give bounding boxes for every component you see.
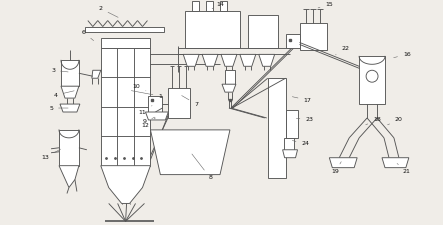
Text: 24: 24	[292, 140, 310, 146]
Text: 20: 20	[388, 117, 403, 125]
Bar	[59, 130, 79, 166]
Text: 22: 22	[336, 46, 349, 55]
Polygon shape	[183, 54, 199, 66]
Text: 12: 12	[141, 118, 155, 128]
Text: 4: 4	[54, 91, 74, 98]
Polygon shape	[221, 54, 237, 66]
Text: 18: 18	[365, 117, 381, 125]
Polygon shape	[61, 86, 79, 98]
Bar	[225, 70, 235, 84]
Polygon shape	[329, 158, 357, 168]
Polygon shape	[222, 84, 236, 92]
Bar	[206, 1, 213, 11]
Polygon shape	[259, 54, 275, 66]
Polygon shape	[240, 54, 256, 66]
Text: 16: 16	[394, 52, 411, 58]
Text: 10: 10	[132, 84, 146, 91]
Polygon shape	[59, 166, 79, 187]
Bar	[286, 34, 299, 48]
Polygon shape	[151, 130, 230, 175]
Text: 2: 2	[99, 6, 118, 17]
Polygon shape	[60, 104, 80, 112]
Bar	[268, 78, 286, 178]
Bar	[168, 88, 190, 118]
Text: 6: 6	[82, 30, 93, 41]
Bar	[185, 11, 240, 48]
Polygon shape	[145, 112, 168, 120]
Bar	[101, 48, 151, 166]
Text: 7: 7	[182, 96, 198, 107]
Text: 17: 17	[292, 97, 311, 103]
Text: 3: 3	[51, 68, 68, 73]
Bar	[286, 110, 298, 138]
Polygon shape	[101, 166, 151, 203]
Bar	[248, 15, 278, 48]
Text: 19: 19	[331, 162, 341, 174]
Text: 5: 5	[49, 106, 68, 110]
Text: 11: 11	[139, 106, 152, 115]
Polygon shape	[382, 158, 409, 168]
Text: 1: 1	[131, 91, 162, 99]
Text: 23: 23	[296, 117, 314, 122]
Bar	[284, 138, 294, 150]
Text: 14: 14	[212, 2, 224, 9]
Bar	[192, 1, 199, 11]
Text: 13: 13	[41, 149, 61, 160]
Bar	[61, 60, 79, 86]
Text: 9: 9	[143, 117, 155, 124]
Bar	[220, 1, 227, 11]
Text: 15: 15	[318, 2, 333, 8]
Polygon shape	[202, 54, 218, 66]
Polygon shape	[283, 150, 298, 158]
Bar	[148, 96, 163, 112]
Bar	[101, 38, 151, 48]
Text: 21: 21	[397, 164, 411, 174]
Bar	[85, 27, 164, 32]
Polygon shape	[92, 70, 101, 78]
Text: 8: 8	[192, 154, 212, 180]
Bar	[299, 22, 327, 50]
Bar	[359, 56, 385, 104]
